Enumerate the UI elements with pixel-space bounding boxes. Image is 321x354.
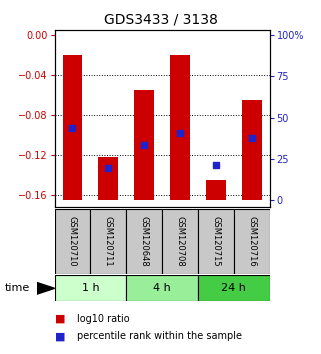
Text: ■: ■ [55,314,65,324]
Bar [170,55,190,200]
Text: 4 h: 4 h [153,283,171,293]
Bar [91,209,126,274]
Text: 24 h: 24 h [221,283,246,293]
Text: GSM120648: GSM120648 [140,216,149,267]
Text: GSM120710: GSM120710 [68,216,77,267]
Bar [198,209,234,274]
Text: 1 h: 1 h [82,283,99,293]
Bar [99,157,118,200]
Bar [63,55,82,200]
Bar [55,275,126,301]
Text: ■: ■ [55,331,65,341]
Polygon shape [37,282,55,294]
Bar [55,209,91,274]
Text: percentile rank within the sample: percentile rank within the sample [77,331,242,341]
Text: GSM120711: GSM120711 [104,216,113,267]
Bar [134,90,154,200]
Text: GSM120708: GSM120708 [176,216,185,267]
Bar [126,275,198,301]
Bar [234,209,270,274]
Bar [242,100,262,200]
Bar [126,209,162,274]
Bar [206,180,226,200]
Text: GDS3433 / 3138: GDS3433 / 3138 [104,12,217,27]
Text: time: time [5,283,30,293]
Bar [162,209,198,274]
Text: GSM120715: GSM120715 [211,216,221,267]
Text: GSM120716: GSM120716 [247,216,256,267]
Bar [198,275,270,301]
Text: log10 ratio: log10 ratio [77,314,130,324]
